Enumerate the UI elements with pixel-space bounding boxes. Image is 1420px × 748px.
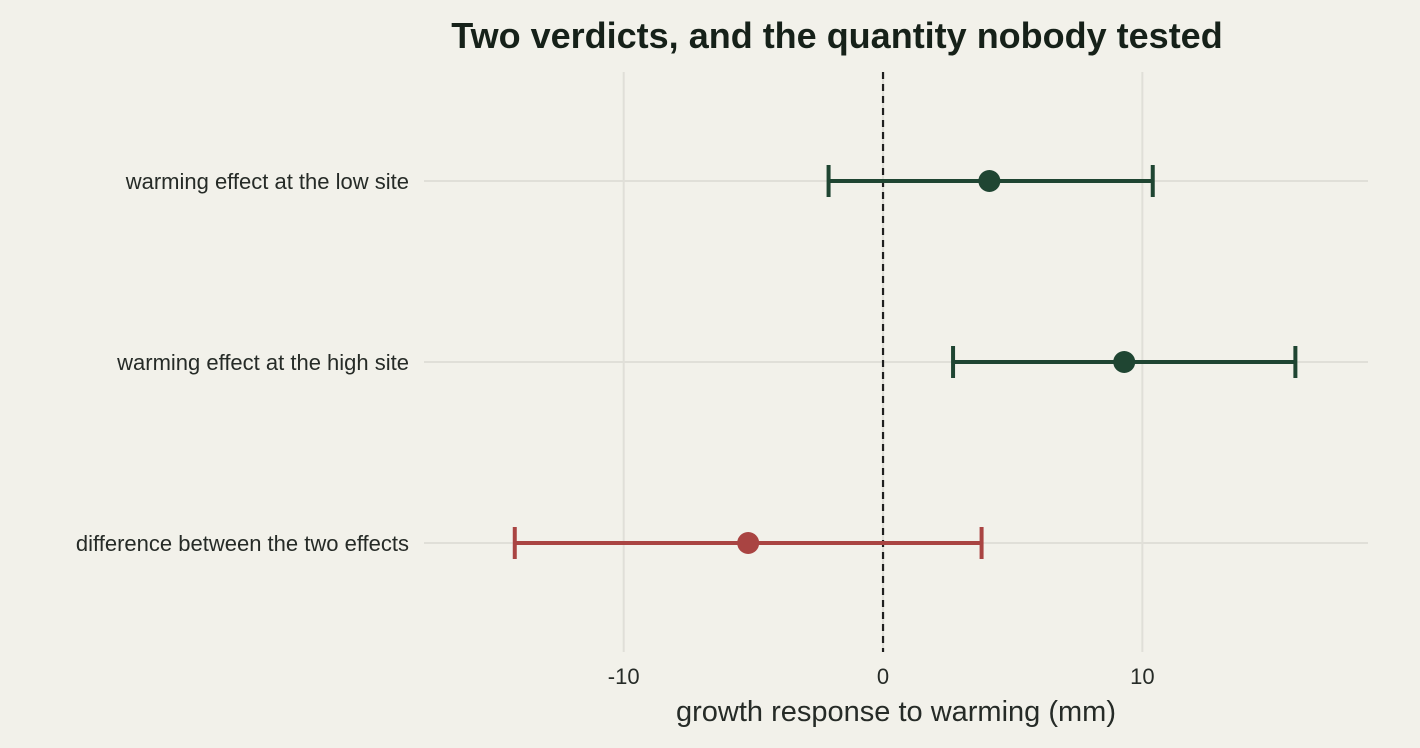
estimate-point	[737, 532, 760, 554]
chart-title: Two verdicts, and the quantity nobody te…	[451, 15, 1222, 56]
x-axis-ticks: -10 0 10	[608, 664, 1155, 689]
estimate-point	[978, 170, 1001, 192]
x-tick-label: 0	[877, 664, 889, 689]
x-tick-label: 10	[1130, 664, 1154, 689]
x-tick-label: -10	[608, 664, 640, 689]
category-labels: warming effect at the low site warming ef…	[76, 169, 409, 556]
category-label: warming effect at the high site	[116, 350, 409, 375]
intervals	[512, 165, 1298, 559]
category-label: warming effect at the low site	[125, 169, 409, 194]
estimate-point	[1113, 351, 1136, 373]
category-label: difference between the two effects	[76, 531, 409, 556]
x-axis-label: growth response to warming (mm)	[676, 696, 1116, 728]
